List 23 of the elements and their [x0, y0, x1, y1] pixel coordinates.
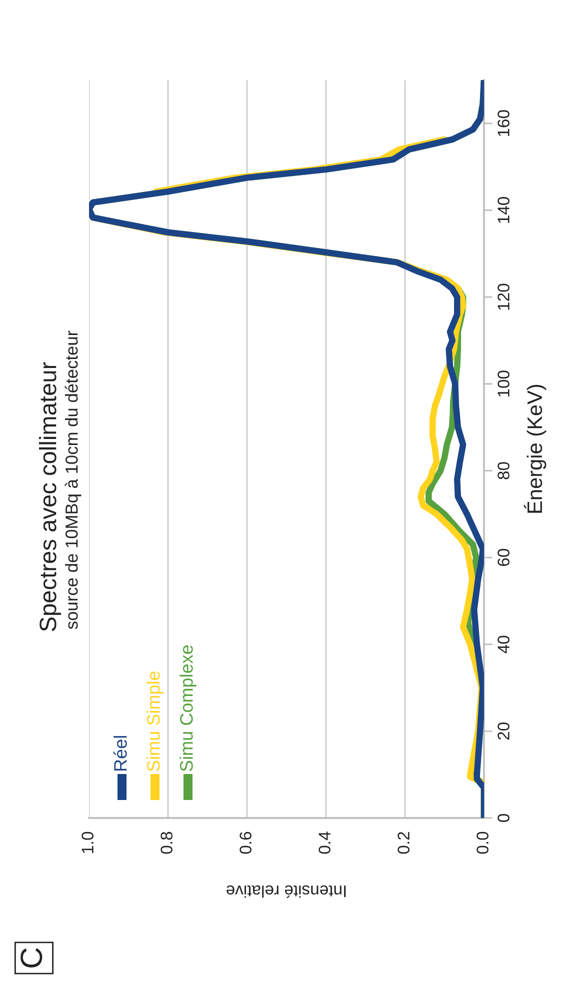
y-axis-title: Énergie (KeV)	[524, 384, 546, 513]
x-tick-label: 0.2	[398, 832, 410, 854]
text: Réel	[113, 736, 127, 771]
x-tick-label: 0.0	[476, 832, 488, 854]
y-tick-label: 160	[498, 110, 510, 136]
x-tick-label: 0.8	[160, 832, 172, 854]
y-tick-label: 100	[498, 370, 510, 397]
y-tick-label: 80	[498, 462, 510, 480]
text: Spectres avec collimateur	[38, 362, 62, 632]
x-tick-label: 0.4	[318, 832, 330, 854]
y-tick-label: 60	[498, 548, 510, 566]
y-tick-label: 0	[498, 814, 510, 822]
y-tick-label: 120	[498, 284, 510, 310]
x-axis-title: Intensité relative	[226, 885, 346, 898]
text: Simu Simple	[146, 671, 164, 772]
y-tick-label: 20	[498, 722, 510, 740]
text: C	[20, 948, 42, 968]
text: source de 10MBq à 10cm du détecteur	[64, 330, 82, 630]
x-tick-label: 0.6	[240, 832, 252, 854]
x-tick-label: 1.0	[82, 832, 94, 854]
y-tick-label: 140	[498, 196, 510, 223]
text: Simu Complexe	[180, 645, 196, 772]
y-tick-label: 40	[498, 636, 510, 654]
